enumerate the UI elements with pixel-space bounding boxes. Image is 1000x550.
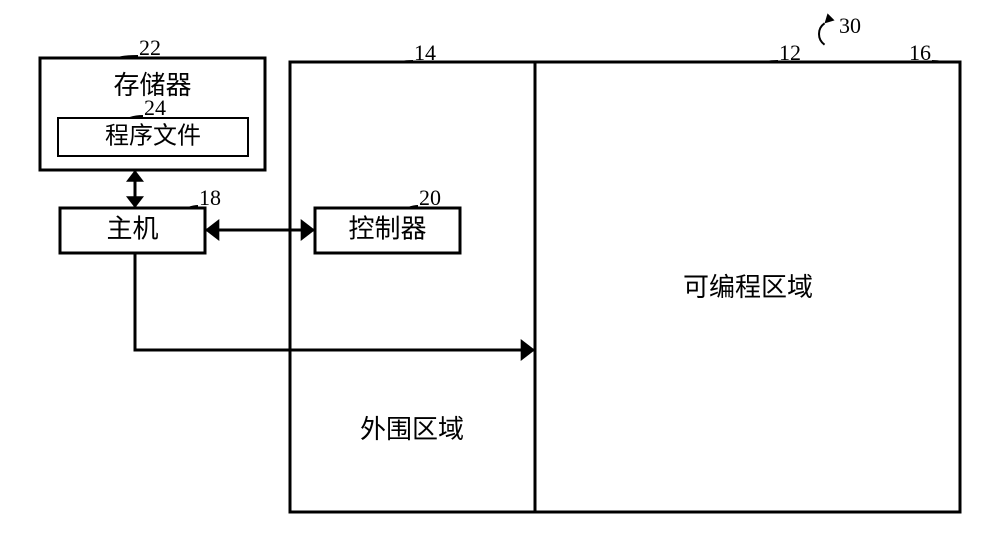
main-area-box	[290, 62, 960, 512]
arrowhead-left-icon	[205, 219, 219, 241]
ref-callout	[932, 61, 943, 62]
ref-number: 12	[779, 40, 801, 65]
arrowhead-up-icon	[126, 170, 144, 182]
ref-number: 14	[414, 40, 436, 65]
peripheral-region-label: 外围区域	[360, 415, 464, 444]
ref-number: 22	[139, 35, 161, 60]
ref-number-system: 30	[839, 13, 861, 38]
host-label: 主机	[106, 214, 158, 243]
system-curved-arrow	[819, 23, 825, 44]
ref-callout	[765, 61, 778, 62]
programmable-region-label: 可编程区域	[683, 273, 813, 302]
ref-number: 16	[909, 40, 931, 65]
ref-number: 18	[199, 185, 221, 210]
ref-number: 20	[419, 185, 441, 210]
ref-number: 24	[144, 95, 166, 120]
ref-callout	[400, 61, 413, 62]
program-file-label: 程序文件	[105, 123, 201, 150]
controller-label: 控制器	[348, 214, 426, 243]
arrowhead-icon	[825, 13, 835, 23]
arrowhead-down-icon	[126, 196, 144, 208]
